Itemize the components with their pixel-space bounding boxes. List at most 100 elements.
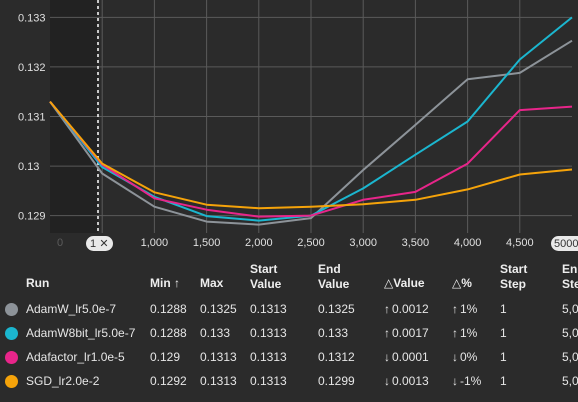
- series-color-dot: [5, 303, 18, 316]
- arrow-up-icon: ↑: [452, 302, 458, 316]
- col-min[interactable]: Min ↑: [150, 276, 180, 291]
- table-row[interactable]: SGD_lr2.0e-2 0.1292 0.1313 0.1313 0.1299 1 5,0…: [0, 370, 578, 394]
- series-color-dot: [5, 327, 18, 340]
- table-row[interactable]: AdamW_lr5.0e-7 0.1288 0.1325 0.1313 0.1325 1 5…: [0, 298, 578, 322]
- delta-pct-cell: ↑ 1%: [452, 326, 477, 341]
- end-value-cell: 0.1312: [318, 350, 355, 364]
- delta-pct-text: 0%: [460, 350, 478, 364]
- col-start-step[interactable]: Start Step: [500, 262, 527, 292]
- min-cell: 0.129: [150, 350, 181, 364]
- sort-ascending-icon: ↑: [174, 276, 181, 290]
- arrow-up-icon: ↑: [452, 326, 458, 340]
- col-delta-value[interactable]: △Value: [384, 276, 425, 290]
- series-lines: [49, 16, 573, 226]
- close-icon[interactable]: ✕: [99, 238, 108, 250]
- runs-table: Run Min ↑ Max Start Value End Value △Val…: [0, 258, 578, 394]
- start-value-cell: 0.1313: [250, 374, 287, 388]
- delta-value-text: 0.0017: [392, 326, 429, 340]
- run-name-cell: AdamW_lr5.0e-7: [26, 302, 117, 316]
- x-tick-label-dim: 0: [57, 237, 63, 249]
- y-tick-label: 0.13: [18, 161, 39, 173]
- end-step-cell: 5,0: [562, 374, 578, 388]
- delta-pct-text: -1%: [460, 374, 482, 388]
- arrow-down-icon: ↓: [384, 350, 390, 364]
- x-axis-ticks: 5001,0001,5002,0002,5003,0003,5004,0004,…: [93, 237, 534, 249]
- delta-value-text: 0.0013: [392, 374, 429, 388]
- col-end-step[interactable]: En Ste: [562, 262, 578, 292]
- y-tick-label: 0.133: [18, 12, 46, 24]
- y-axis-ticks: 0.129 0.13 0.131 0.132 0.133: [18, 12, 46, 222]
- series-color-dot: [5, 375, 18, 388]
- min-cell: 0.1288: [150, 302, 187, 316]
- col-run[interactable]: Run: [26, 276, 50, 290]
- series-color-dot: [5, 351, 18, 364]
- arrow-down-icon: ↓: [452, 350, 458, 364]
- y-tick-label: 0.129: [18, 211, 46, 223]
- end-value-cell: 0.1325: [318, 302, 355, 316]
- max-cell: 0.133: [200, 326, 231, 340]
- arrow-up-icon: ↑: [384, 302, 390, 316]
- max-cell: 0.1325: [200, 302, 237, 316]
- max-cell: 0.1313: [200, 374, 237, 388]
- start-value-cell: 0.1313: [250, 350, 287, 364]
- end-value-cell: 0.133: [318, 326, 349, 340]
- start-value-cell: 0.1313: [250, 326, 287, 340]
- col-start-value[interactable]: Start Value: [250, 262, 281, 292]
- x-range-start-label: 1: [90, 238, 96, 250]
- x-tick-label: 3,000: [349, 237, 377, 249]
- series-line[interactable]: [49, 100, 573, 210]
- min-cell: 0.1292: [150, 374, 187, 388]
- delta-value-cell: ↑ 0.0017: [384, 326, 429, 341]
- x-tick-label: 2,000: [245, 237, 273, 249]
- col-end-value-line1: End: [318, 262, 341, 276]
- col-delta-pct[interactable]: △%: [452, 276, 472, 290]
- y-tick-label: 0.131: [18, 112, 46, 124]
- table-row[interactable]: Adafactor_lr1.0e-5 0.129 0.1313 0.1313 0.131…: [0, 346, 578, 370]
- start-value-cell: 0.1313: [250, 302, 287, 316]
- col-min-label: Min: [150, 276, 171, 290]
- delta-value-cell: ↑ 0.0012: [384, 302, 429, 317]
- x-tick-label: 1,000: [141, 237, 169, 249]
- delta-pct-cell: ↑ 1%: [452, 302, 477, 317]
- x-tick-label: 3,500: [402, 237, 430, 249]
- gridlines: [50, 0, 572, 233]
- y-tick-label: 0.132: [18, 62, 46, 74]
- col-start-step-line2: Step: [500, 277, 527, 291]
- series-line[interactable]: [49, 100, 573, 218]
- col-end-value[interactable]: End Value: [318, 262, 349, 292]
- x-tick-label: 4,000: [454, 237, 482, 249]
- run-name-cell: Adafactor_lr1.0e-5: [26, 350, 125, 364]
- start-step-cell: 1: [500, 302, 507, 316]
- start-step-cell: 1: [500, 374, 507, 388]
- col-max[interactable]: Max: [200, 276, 224, 290]
- delta-value-cell: ↓ 0.0013: [384, 374, 429, 389]
- col-end-step-line2: Ste: [562, 277, 578, 291]
- delta-value-text: 0.0001: [392, 350, 429, 364]
- table-header: Run Min ↑ Max Start Value End Value △Val…: [0, 258, 578, 298]
- start-step-cell: 1: [500, 350, 507, 364]
- arrow-down-icon: ↓: [452, 374, 458, 388]
- series-line[interactable]: [49, 39, 573, 226]
- x-tick-label: 2,500: [297, 237, 325, 249]
- delta-pct-text: 1%: [460, 326, 478, 340]
- x-tick-label: 1,500: [193, 237, 221, 249]
- min-cell: 0.1288: [150, 326, 187, 340]
- end-step-cell: 5,0: [562, 326, 578, 340]
- arrow-down-icon: ↓: [384, 374, 390, 388]
- delta-pct-cell: ↓ -1%: [452, 374, 481, 389]
- col-end-value-line2: Value: [318, 277, 350, 291]
- start-step-cell: 1: [500, 326, 507, 340]
- col-start-value-line1: Start: [250, 262, 278, 276]
- end-value-cell: 0.1299: [318, 374, 355, 388]
- table-row[interactable]: AdamW8bit_lr5.0e-7 0.1288 0.133 0.1313 0.133…: [0, 322, 578, 346]
- col-start-step-line1: Start: [500, 262, 528, 276]
- max-cell: 0.1313: [200, 350, 237, 364]
- end-step-cell: 5,0: [562, 302, 578, 316]
- col-end-step-line1: En: [562, 262, 578, 276]
- run-name-cell: SGD_lr2.0e-2: [26, 374, 100, 388]
- x-range-start-handle[interactable]: 1 ✕: [86, 236, 113, 251]
- delta-pct-cell: ↓ 0%: [452, 350, 477, 365]
- delta-value-text: 0.0012: [392, 302, 429, 316]
- x-range-end-handle[interactable]: 5000: [551, 236, 578, 251]
- delta-value-cell: ↓ 0.0001: [384, 350, 429, 365]
